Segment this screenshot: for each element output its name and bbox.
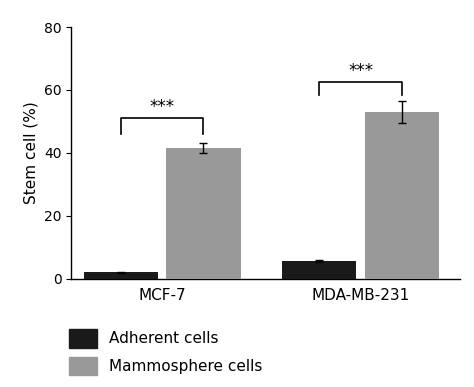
Bar <box>365 112 439 279</box>
Text: ***: *** <box>149 98 174 116</box>
Bar <box>83 272 158 279</box>
Legend: Adherent cells, Mammosphere cells: Adherent cells, Mammosphere cells <box>69 329 262 375</box>
Y-axis label: Stem cell (%): Stem cell (%) <box>23 101 38 204</box>
Bar <box>282 261 356 279</box>
Bar <box>166 148 241 279</box>
Text: ***: *** <box>348 62 373 80</box>
